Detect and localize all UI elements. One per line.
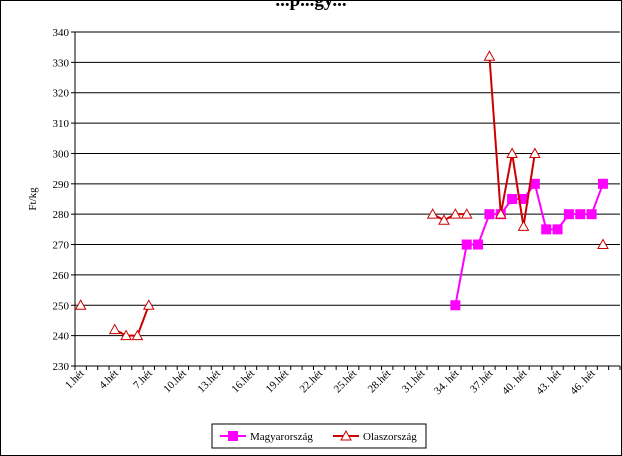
series-magyarorszag-marker	[508, 195, 517, 204]
y-tick-label: 320	[53, 88, 70, 100]
y-tick-label: 330	[53, 57, 70, 69]
legend-olaszorszag-label: Olaszország	[363, 431, 417, 443]
y-tick-label: 260	[53, 270, 70, 282]
y-tick-label: 310	[53, 118, 70, 130]
series-magyarorszag-marker	[530, 179, 539, 188]
series-magyarorszag-marker	[576, 210, 585, 219]
series-magyarorszag-marker	[542, 225, 551, 234]
series-magyarorszag-marker	[598, 179, 607, 188]
series-magyarorszag-marker	[474, 240, 483, 249]
y-tick-label: 290	[53, 179, 70, 191]
series-magyarorszag-marker	[553, 225, 562, 234]
y-tick-label: 270	[53, 240, 70, 252]
y-tick-label: 280	[53, 209, 70, 221]
y-axis-label: Ft/kg	[27, 187, 39, 211]
chart-title: ...p...gy...	[275, 0, 346, 11]
legend-magyarorszag-marker	[229, 432, 238, 441]
y-tick-label: 340	[53, 27, 70, 39]
series-magyarorszag-marker	[485, 210, 494, 219]
legend-magyarorszag-label: Magyarország	[250, 431, 313, 443]
y-tick-label: 250	[53, 300, 70, 312]
legend: Magyarország Olaszország	[212, 424, 426, 448]
series-magyarorszag-marker	[451, 301, 460, 310]
series-magyarorszag-marker	[564, 210, 573, 219]
y-tick-label: 240	[53, 331, 70, 343]
series-magyarorszag-marker	[462, 240, 471, 249]
y-tick-label: 300	[53, 148, 70, 160]
y-tick-label: 230	[53, 361, 70, 373]
series-magyarorszag-marker	[587, 210, 596, 219]
